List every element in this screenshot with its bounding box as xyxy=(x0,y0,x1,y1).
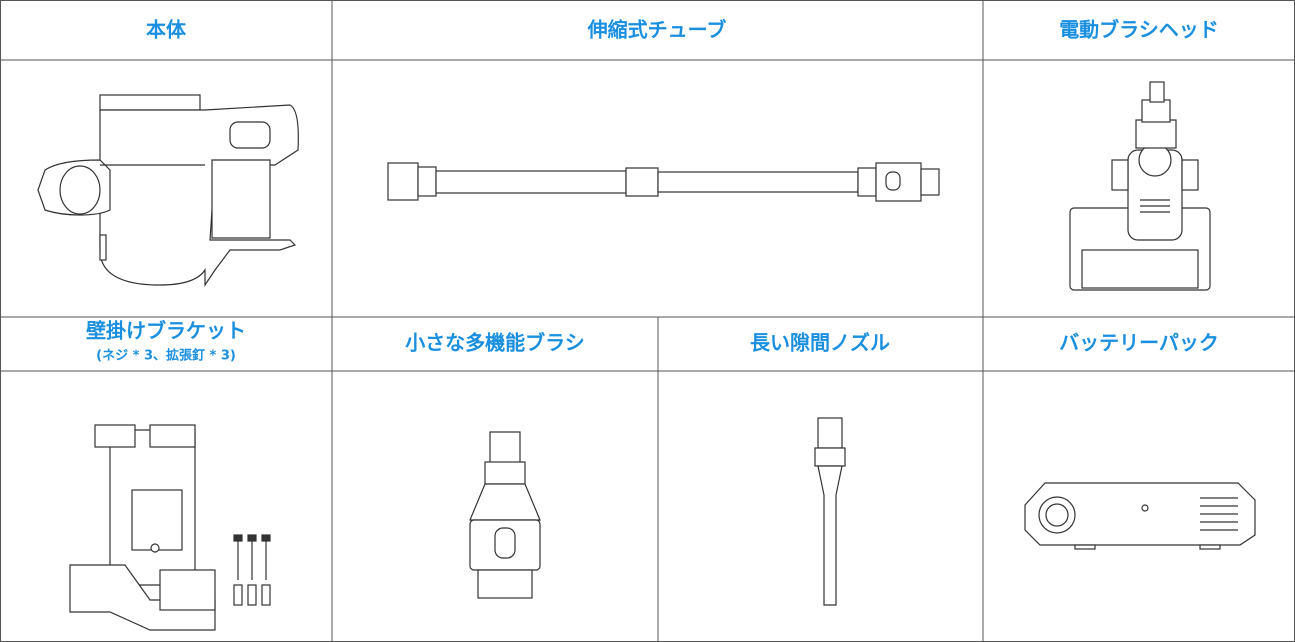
item-note: (ネジ * 3、拡張釘 * 3) xyxy=(96,348,236,364)
crevice-nozzle-illustration xyxy=(814,417,846,606)
item-label: 本体 xyxy=(146,18,187,42)
item-label: 壁掛けブラケット xyxy=(86,319,246,343)
item-label: 小さな多機能ブラシ xyxy=(405,331,585,355)
battery-illustration xyxy=(1024,482,1256,550)
brush-head-illustration xyxy=(1069,81,1211,291)
tube-illustration xyxy=(387,162,940,202)
item-label: 電動ブラシヘッド xyxy=(1059,18,1219,42)
item-label: 長い隙間ノズル xyxy=(750,331,890,355)
item-label: バッテリーパック xyxy=(1059,331,1219,355)
screws xyxy=(233,534,271,606)
item-label: 伸縮式チューブ xyxy=(587,18,727,42)
main-body-illustration xyxy=(37,94,299,287)
small-brush-illustration xyxy=(469,431,541,599)
wall-bracket-illustration xyxy=(69,424,271,631)
